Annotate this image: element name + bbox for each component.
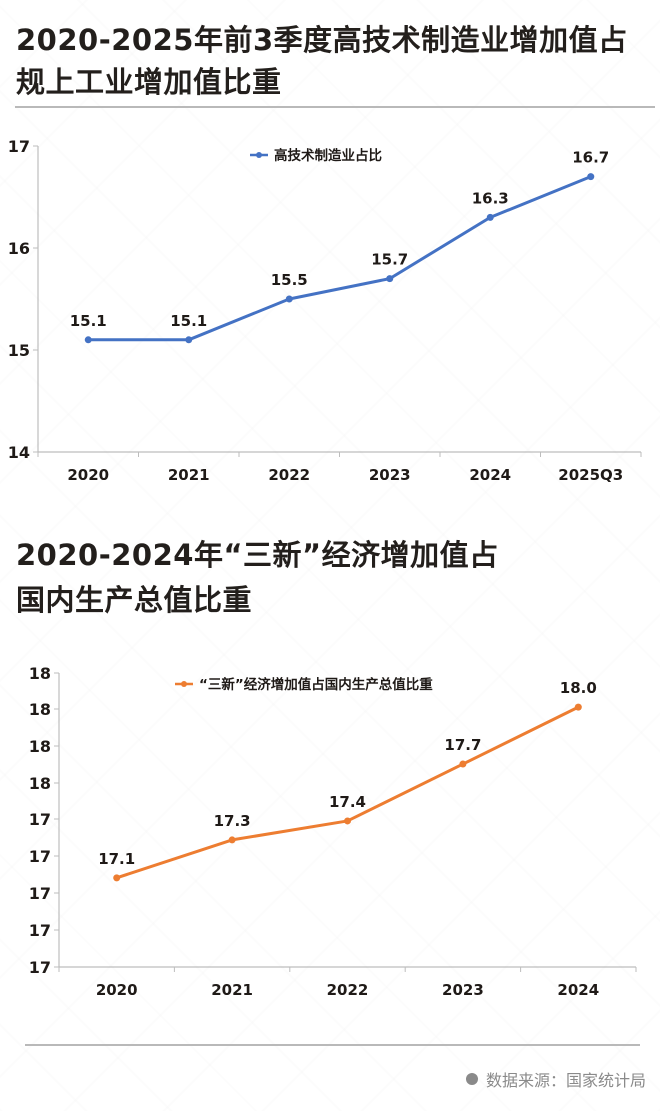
chart1-plot: 14 15 16 17 2020 2021 2022 2023 2024 2025Q3 15.1 15… (8, 137, 642, 484)
data-label: 18.0 (560, 679, 597, 697)
data-label: 17.7 (444, 736, 481, 754)
chart1-title-line1: 2020-2025年前3季度高技术制造业增加值占 (16, 23, 628, 57)
y-tick-label: 18 (29, 737, 51, 756)
x-tick-label: 2025Q3 (558, 466, 623, 484)
data-label: 16.3 (472, 189, 509, 207)
header-divider (15, 106, 655, 108)
y-tick-label: 17 (29, 921, 51, 940)
footer-divider (25, 1044, 640, 1046)
y-tick-label: 17 (8, 137, 30, 156)
y-tick-label: 18 (29, 664, 51, 683)
data-point-marker (84, 336, 92, 344)
legend-label: “三新”经济增加值占国内生产总值比重 (199, 676, 433, 693)
data-point-marker (486, 213, 494, 221)
legend-marker-icon (181, 681, 187, 687)
y-tick-label: 15 (8, 341, 30, 360)
x-tick-label: 2022 (327, 981, 369, 999)
legend-marker-icon (256, 152, 262, 158)
data-point-marker (228, 836, 236, 844)
data-label: 17.3 (214, 812, 251, 830)
data-point-marker (113, 874, 121, 882)
y-tick-label: 16 (8, 239, 30, 258)
data-label: 16.7 (572, 149, 609, 167)
y-tick-label: 18 (29, 700, 51, 719)
data-point-marker (574, 703, 582, 711)
data-point-marker (587, 173, 595, 181)
x-tick-label: 2020 (96, 981, 138, 999)
data-point-marker (386, 275, 394, 283)
data-label: 17.1 (98, 850, 135, 868)
chart1-title-line2: 规上工业增加值比重 (16, 65, 282, 99)
y-tick-label: 17 (29, 958, 51, 977)
y-tick-label: 17 (29, 884, 51, 903)
data-point-marker (185, 336, 193, 344)
x-tick-label: 2022 (268, 466, 310, 484)
data-label: 15.5 (271, 271, 308, 289)
y-tick-label: 17 (29, 847, 51, 866)
chart2-title-line1: 2020-2024年“三新”经济增加值占 (16, 538, 499, 572)
y-tick-label: 14 (8, 443, 30, 462)
data-label: 17.4 (329, 793, 366, 811)
bullet-icon (465, 1073, 478, 1085)
data-point-marker (344, 817, 351, 825)
data-source: 数据来源：国家统计局 (465, 1067, 646, 1091)
data-source-text: 数据来源：国家统计局 (485, 1071, 646, 1090)
x-tick-label: 2023 (369, 466, 411, 484)
x-tick-label: 2023 (442, 981, 484, 999)
data-label: 15.1 (170, 312, 207, 330)
x-tick-label: 2021 (211, 981, 253, 999)
x-tick-label: 2020 (67, 466, 109, 484)
x-tick-label: 2021 (168, 466, 210, 484)
data-line (88, 175, 592, 342)
data-point-marker (285, 295, 293, 303)
chart2-plot: 17 17 17 17 17 18 18 18 18 2020 2021 2022 2023 2024 17… (29, 664, 637, 999)
y-tick-label: 18 (29, 774, 51, 793)
legend-label: 高技术制造业占比 (274, 147, 382, 164)
x-tick-label: 2024 (469, 466, 511, 484)
x-tick-label: 2024 (557, 981, 599, 999)
data-label: 15.7 (371, 251, 408, 269)
data-point-marker (459, 760, 467, 768)
chart2-title-line2: 国内生产总值比重 (16, 583, 253, 617)
y-tick-label: 17 (29, 810, 51, 829)
data-label: 15.1 (70, 312, 107, 330)
